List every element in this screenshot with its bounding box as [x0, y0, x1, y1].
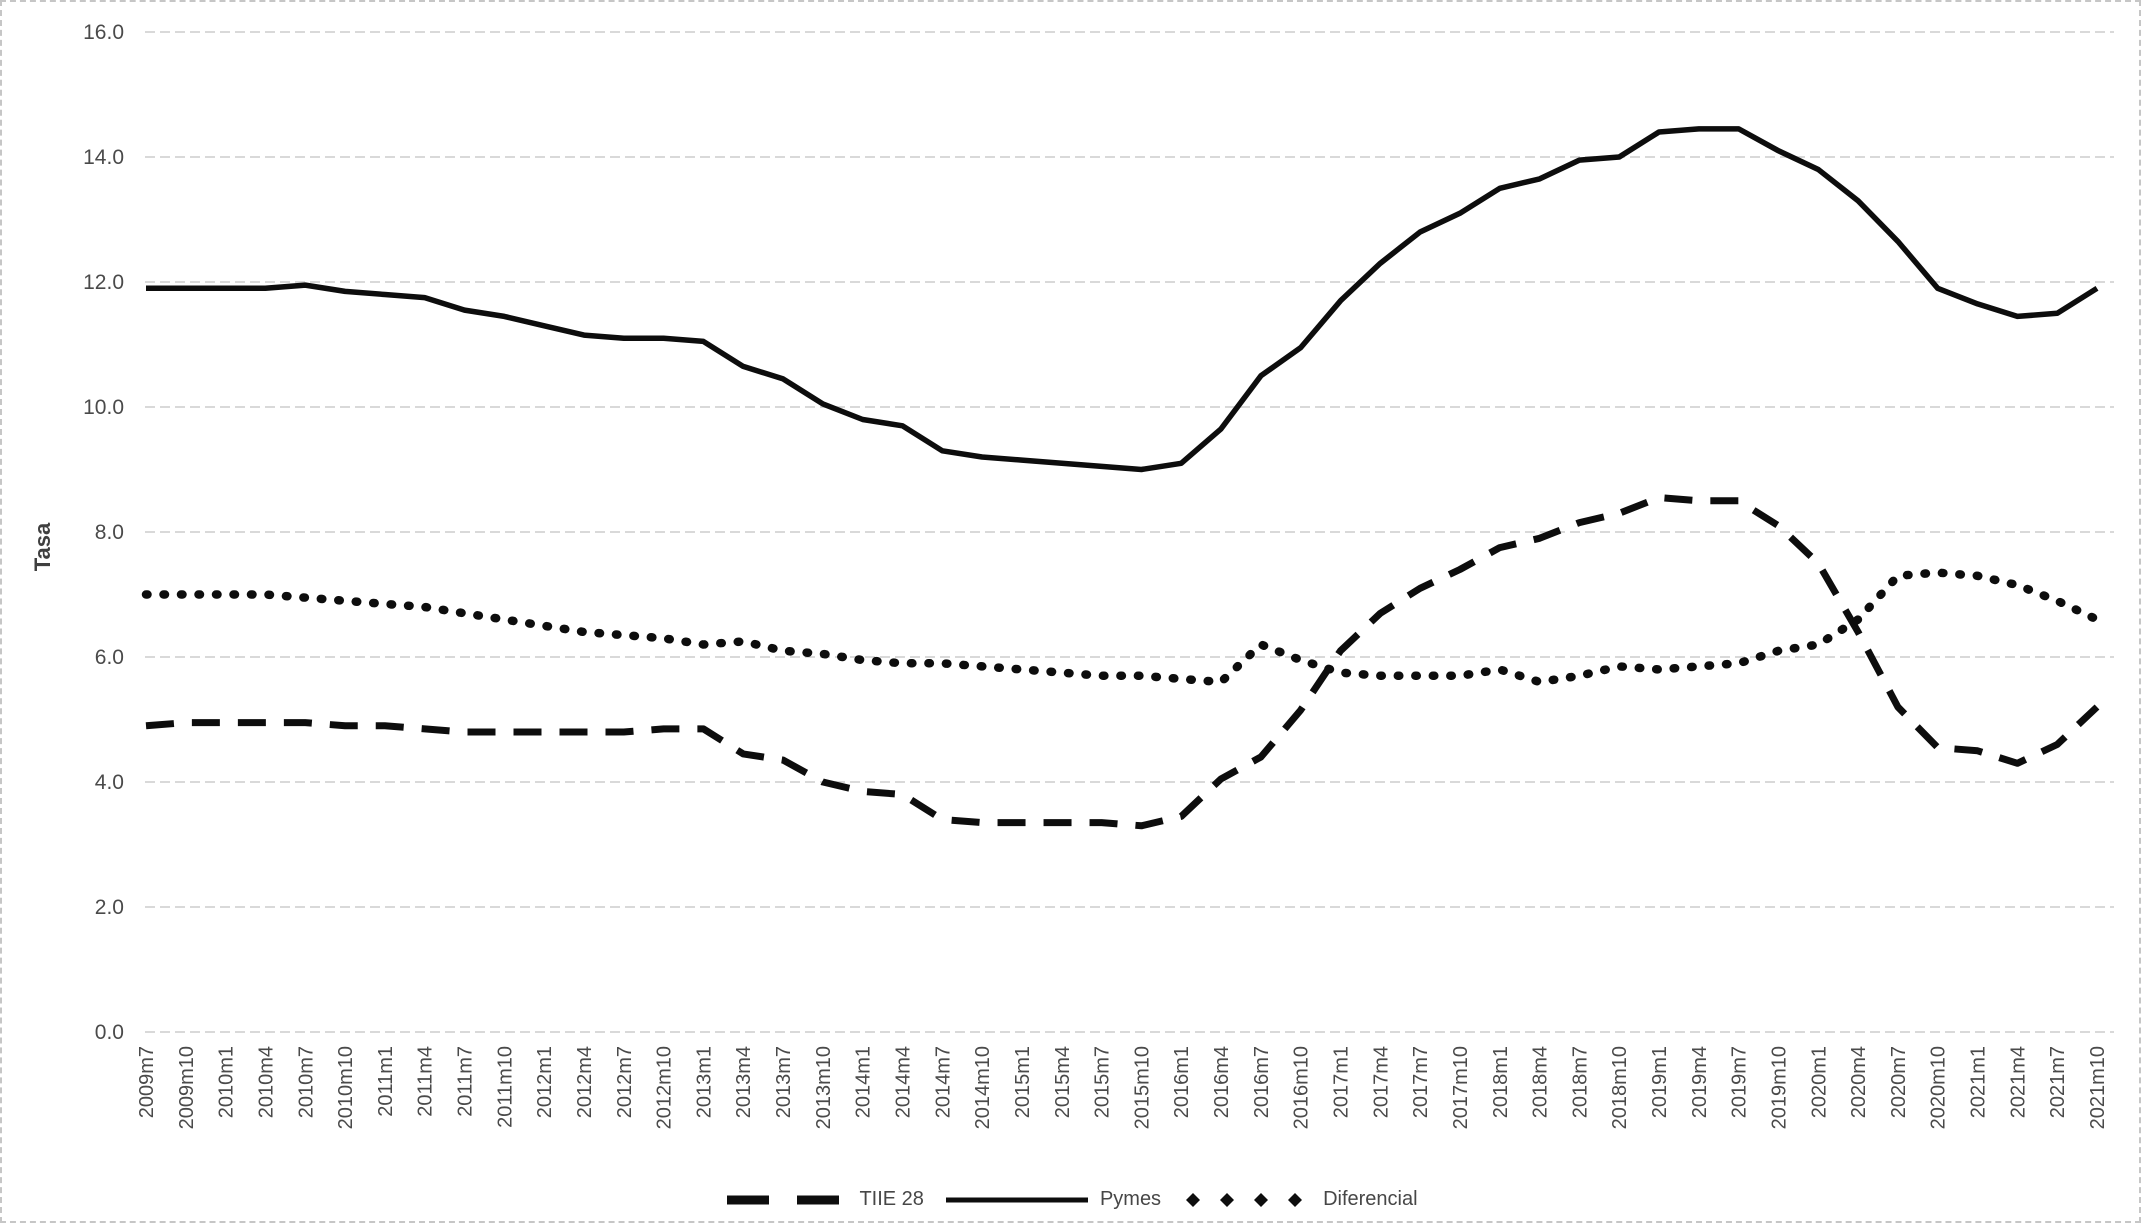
- x-tick-label: 2016m4: [1211, 1046, 1233, 1118]
- x-tick-label: 2010m7: [295, 1046, 317, 1118]
- y-tick-label: 2.0: [95, 896, 124, 919]
- x-tick-label: 2021m10: [2087, 1046, 2109, 1129]
- x-tick-label: 2018m1: [1490, 1046, 1512, 1118]
- x-tick-label: 2020m10: [1928, 1046, 1950, 1129]
- y-tick-label: 16.0: [83, 21, 124, 44]
- legend-label-pymes: Pymes: [1099, 1188, 1162, 1210]
- x-tick-label: 2020m4: [1848, 1046, 1870, 1118]
- y-tick-label: 4.0: [95, 771, 124, 794]
- x-tick-label: 2021m7: [2047, 1046, 2069, 1118]
- x-tick-label: 2013m1: [693, 1046, 715, 1118]
- tiie28-dashed-line-sample: [727, 1195, 848, 1204]
- x-tick-label: 2012m1: [534, 1046, 556, 1118]
- y-tick-label: 8.0: [95, 521, 124, 544]
- legend-label-tiie28: TIIE 28: [859, 1188, 924, 1210]
- x-tick-label: 2014m10: [972, 1046, 994, 1129]
- x-tick-label: 2017m7: [1410, 1046, 1432, 1118]
- x-tick-label: 2015m1: [1012, 1046, 1034, 1118]
- x-tick-label: 2015m7: [1092, 1046, 1114, 1118]
- x-tick-label: 2011m7: [455, 1046, 477, 1117]
- x-axis-tick-labels: 2009m7 2009m10 2010m1 2010m4 2010m7 2010m10 20…: [136, 1046, 2109, 1129]
- series-pymes: [146, 126, 2099, 473]
- x-tick-label: 2010m10: [335, 1046, 357, 1129]
- x-tick-label: 2016m10: [1291, 1046, 1313, 1129]
- x-tick-label: 2019m4: [1689, 1046, 1711, 1118]
- x-tick-label: 2020m1: [1808, 1046, 1830, 1118]
- x-tick-label: 2009m10: [176, 1046, 198, 1129]
- x-tick-label: 2018m10: [1609, 1046, 1631, 1129]
- x-tick-label: 2012m4: [574, 1046, 596, 1118]
- x-tick-label: 2021m1: [1968, 1046, 1990, 1118]
- x-tick-label: 2019m1: [1649, 1046, 1671, 1118]
- x-tick-label: 2019m10: [1768, 1046, 1790, 1129]
- x-tick-label: 2014m1: [853, 1046, 875, 1118]
- x-tick-label: 2016m1: [1171, 1046, 1193, 1118]
- y-axis-tick-labels: 0.0 2.0 4.0 6.0 8.0 10.0 12.0 14.0 16.0: [83, 21, 124, 1044]
- x-tick-label: 2018m7: [1569, 1046, 1591, 1118]
- x-tick-label: 2012m7: [614, 1046, 636, 1118]
- x-tick-label: 2020m7: [1888, 1046, 1910, 1118]
- x-tick-label: 2015m4: [1052, 1046, 1074, 1118]
- x-tick-label: 2011m4: [415, 1046, 437, 1117]
- legend-label-diferencial: Diferencial: [1323, 1188, 1418, 1210]
- x-tick-label: 2017m1: [1330, 1046, 1352, 1118]
- x-tick-label: 2009m7: [136, 1046, 158, 1118]
- x-tick-label: 2013m7: [773, 1046, 795, 1118]
- y-tick-label: 14.0: [83, 146, 124, 169]
- legend-item-tiie28: TIIE 28: [723, 1188, 924, 1211]
- y-tick-label: 0.0: [95, 1021, 124, 1044]
- legend: TIIE 28 Pymes Diferencial: [2, 1188, 2139, 1211]
- x-tick-label: 2014m7: [932, 1046, 954, 1118]
- pymes-solid-line-sample: [945, 1197, 1088, 1202]
- x-tick-label: 2013m4: [733, 1046, 755, 1118]
- x-tick-label: 2021m4: [2007, 1046, 2029, 1118]
- x-tick-label: 2011m1: [375, 1046, 397, 1117]
- y-tick-label: 10.0: [83, 396, 124, 419]
- diferencial-dotted-line-sample: [1186, 1192, 1303, 1207]
- series-diferencial: [141, 568, 2102, 687]
- x-tick-label: 2010m4: [255, 1046, 277, 1118]
- x-tick-label: 2019m7: [1729, 1046, 1751, 1118]
- x-tick-label: 2015m10: [1131, 1046, 1153, 1129]
- gridlines: [145, 31, 2114, 1033]
- y-tick-label: 12.0: [83, 271, 124, 294]
- x-tick-label: 2017m10: [1450, 1046, 1472, 1129]
- y-axis-title: Tasa: [30, 522, 55, 571]
- x-tick-label: 2017m4: [1370, 1046, 1392, 1118]
- y-tick-label: 6.0: [95, 646, 124, 669]
- legend-item-pymes: Pymes: [942, 1188, 1161, 1211]
- x-tick-label: 2010m1: [216, 1046, 238, 1118]
- legend-item-diferencial: Diferencial: [1179, 1188, 1418, 1211]
- x-tick-label: 2016m7: [1251, 1046, 1273, 1118]
- x-tick-label: 2013m10: [813, 1046, 835, 1129]
- x-tick-label: 2011m10: [494, 1046, 516, 1128]
- x-tick-label: 2014m4: [893, 1046, 915, 1118]
- series-lines: [141, 126, 2102, 830]
- x-tick-label: 2018m4: [1530, 1046, 1552, 1118]
- series-tiie28: [145, 494, 2100, 830]
- x-tick-label: 2012m10: [654, 1046, 676, 1129]
